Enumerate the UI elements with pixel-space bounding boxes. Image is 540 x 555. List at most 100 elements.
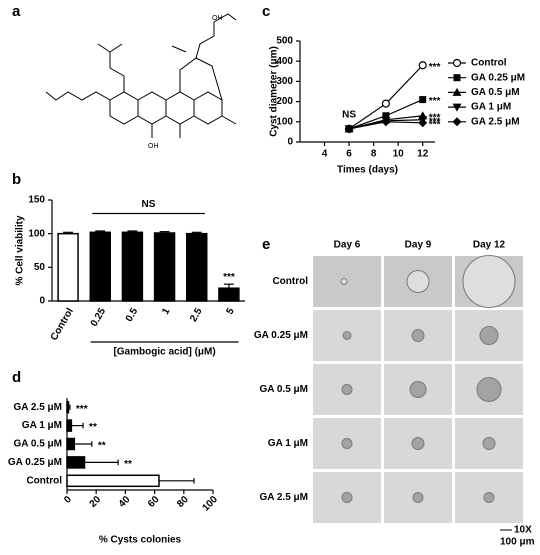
legend-marker (453, 74, 461, 82)
y-tick-label: GA 2.5 μM (13, 402, 62, 413)
bar (66, 456, 86, 469)
bar (218, 287, 240, 302)
y-tick-label: Control (26, 475, 62, 486)
cyst (482, 437, 496, 450)
row-label: GA 0.25 μM (254, 330, 308, 341)
legend-label: GA 0.5 μM (471, 87, 520, 98)
bar (153, 232, 176, 302)
y-tick-label: GA 0.25 μM (8, 457, 62, 468)
legend-label: GA 2.5 μM (471, 116, 520, 127)
row-label: Control (272, 276, 308, 287)
scale-bar-label: 100 μm (500, 537, 535, 548)
panel-label: b (12, 171, 21, 188)
x-tick-label: 0.25 (89, 306, 108, 329)
y-tick-label: 100 (276, 116, 293, 127)
cyst (406, 270, 430, 293)
marker (381, 99, 391, 108)
marker (381, 117, 391, 127)
bar (66, 474, 160, 488)
y-tick-label: GA 1 μM (22, 420, 62, 431)
x-tick-label: 4 (322, 149, 328, 160)
y-tick-label: 150 (28, 195, 45, 206)
significance-label: ** (124, 459, 132, 470)
cyst (411, 437, 425, 450)
significance-label: ** (89, 422, 97, 433)
x-tick-label: 60 (146, 494, 162, 510)
significance-label: *** (429, 116, 441, 127)
significance-label: *** (429, 62, 441, 73)
bar (89, 231, 111, 302)
y-axis-label: Cyst diameter (μm) (269, 46, 280, 137)
bar (66, 400, 70, 414)
cyst (341, 492, 353, 503)
x-tick-label: 100 (200, 494, 220, 514)
x-tick-label: 40 (117, 494, 133, 510)
row-label: GA 2.5 μM (259, 492, 308, 503)
y-tick-label: 500 (276, 36, 293, 47)
chemical-structure (45, 13, 237, 138)
significance-label: ** (98, 441, 106, 452)
y-tick-label: 0 (287, 137, 293, 148)
x-tick-label: 20 (88, 494, 104, 510)
x-tick-label: 2.5 (188, 306, 205, 324)
legend-marker (452, 117, 462, 127)
significance-label: *** (223, 272, 235, 283)
marker (419, 96, 427, 104)
structure-atom: OH (148, 143, 159, 150)
y-tick-label: 300 (276, 76, 293, 87)
panel-label: d (12, 369, 21, 386)
significance-label: *** (429, 112, 441, 123)
marker (344, 124, 354, 134)
y-tick-label: 0 (39, 296, 45, 307)
significance-label: *** (429, 119, 441, 130)
x-tick-label: 1 (160, 306, 173, 317)
bar (66, 419, 73, 432)
legend-label: GA 1 μM (471, 102, 511, 113)
x-axis-label: Times (days) (337, 165, 398, 176)
y-tick-label: 100 (28, 228, 45, 239)
panel-label: a (12, 3, 21, 20)
annotation: NS (342, 110, 356, 121)
column-header: Day 6 (334, 240, 361, 251)
bar (186, 232, 208, 302)
bar (57, 232, 79, 302)
x-tick-label: 12 (417, 149, 429, 160)
legend-marker (452, 58, 462, 68)
cyst (340, 278, 348, 285)
bracket-label: NS (142, 199, 156, 210)
cyst (341, 438, 353, 449)
cyst (411, 329, 425, 342)
cyst (476, 377, 502, 402)
row-label: GA 0.5 μM (259, 384, 308, 395)
x-tick-label: 0.5 (124, 306, 141, 324)
x-axis-label: [Gambogic acid] (μM) (113, 347, 215, 358)
bar (66, 437, 76, 451)
x-axis-label: % Cysts colonies (99, 535, 182, 546)
x-tick-label: 80 (175, 494, 191, 510)
cyst (341, 384, 353, 395)
cyst (412, 492, 424, 503)
column-header: Day 9 (405, 240, 432, 251)
legend-marker (452, 103, 462, 112)
cyst (483, 492, 495, 503)
row-label: GA 1 μM (268, 438, 308, 449)
x-tick-label: 8 (371, 149, 377, 160)
x-tick-label: 10 (393, 149, 405, 160)
cyst (342, 331, 352, 340)
marker (418, 118, 428, 128)
structure-atom: OH (212, 15, 223, 22)
bar (121, 231, 144, 302)
panel-label: e (262, 236, 270, 253)
y-tick-label: 400 (276, 56, 293, 67)
cyst (462, 255, 516, 308)
legend-label: GA 0.25 μM (471, 72, 525, 83)
x-tick-label: 5 (224, 306, 237, 317)
significance-label: *** (76, 404, 88, 415)
y-tick-label: 50 (34, 262, 46, 273)
cyst (409, 381, 427, 398)
marker (418, 61, 427, 70)
magnification: 10X (514, 525, 532, 536)
column-header: Day 12 (473, 240, 506, 251)
legend-label: Control (471, 58, 507, 69)
